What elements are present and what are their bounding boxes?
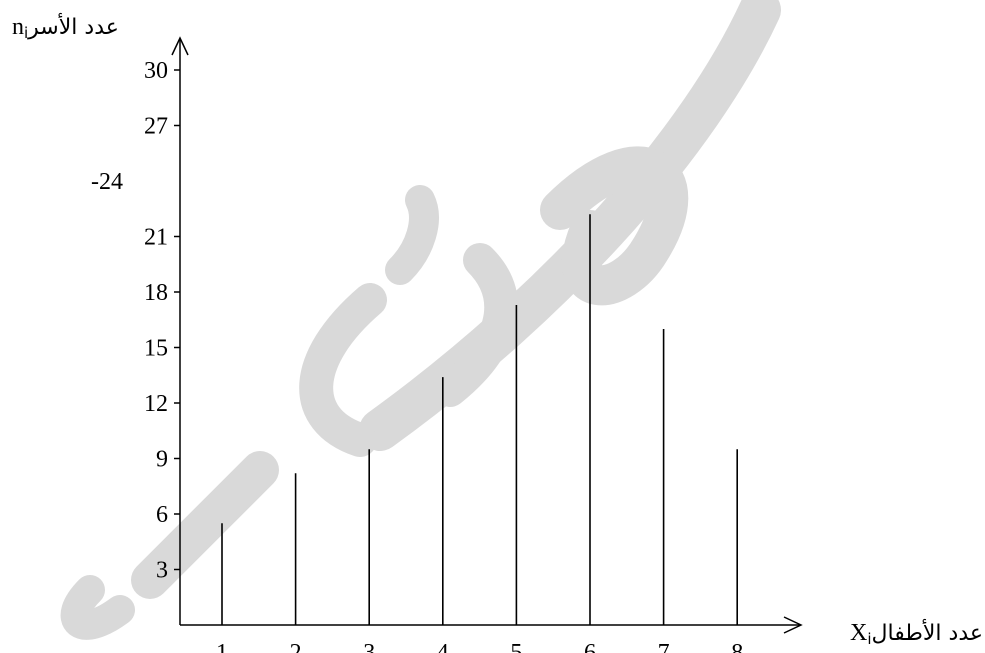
- y-axis-symbol: n: [12, 14, 24, 40]
- y-tick-label: 15: [144, 336, 168, 362]
- y-tick-label: 3: [156, 558, 168, 584]
- y-axis-arrowhead: [171, 36, 189, 56]
- y-tick-label: 6: [156, 502, 168, 528]
- y-axis-title: niعدد الأسر: [12, 13, 119, 42]
- y-tick-label: 18: [144, 280, 168, 306]
- x-axis-title: Xiعدد الأطفال: [850, 619, 983, 648]
- x-tick-label: 1: [216, 640, 228, 653]
- y-tick-label: 30: [144, 58, 168, 84]
- y-tick-label: 21: [144, 225, 168, 251]
- x-axis-subscript: i: [867, 630, 871, 648]
- y-tick-label: -24: [91, 169, 123, 195]
- x-tick-label: 8: [731, 640, 743, 653]
- y-ticks: 3 6 9 12 15 18 21 -24 27 30: [91, 58, 180, 584]
- x-axis-text: عدد الأطفال: [872, 619, 983, 646]
- watermark: [60, 0, 781, 640]
- y-tick-label: 9: [156, 447, 168, 473]
- x-axis: [180, 616, 803, 634]
- y-axis-subscript: i: [24, 24, 28, 42]
- x-tick-label: 7: [658, 640, 670, 653]
- x-ticks: 1 2 3 4 5 6 7 8: [216, 640, 743, 653]
- x-tick-label: 2: [290, 640, 302, 653]
- y-tick-label: 12: [144, 391, 168, 417]
- x-axis-symbol: X: [850, 620, 867, 646]
- x-tick-label: 4: [437, 640, 449, 653]
- bars: [221, 214, 739, 625]
- y-axis-text: عدد الأسر: [27, 13, 119, 40]
- y-tick-label: 27: [144, 114, 168, 140]
- x-tick-label: 6: [584, 640, 596, 653]
- y-axis: [171, 36, 189, 625]
- x-tick-label: 3: [363, 640, 375, 653]
- x-tick-label: 5: [510, 640, 522, 653]
- x-axis-arrowhead: [783, 616, 803, 634]
